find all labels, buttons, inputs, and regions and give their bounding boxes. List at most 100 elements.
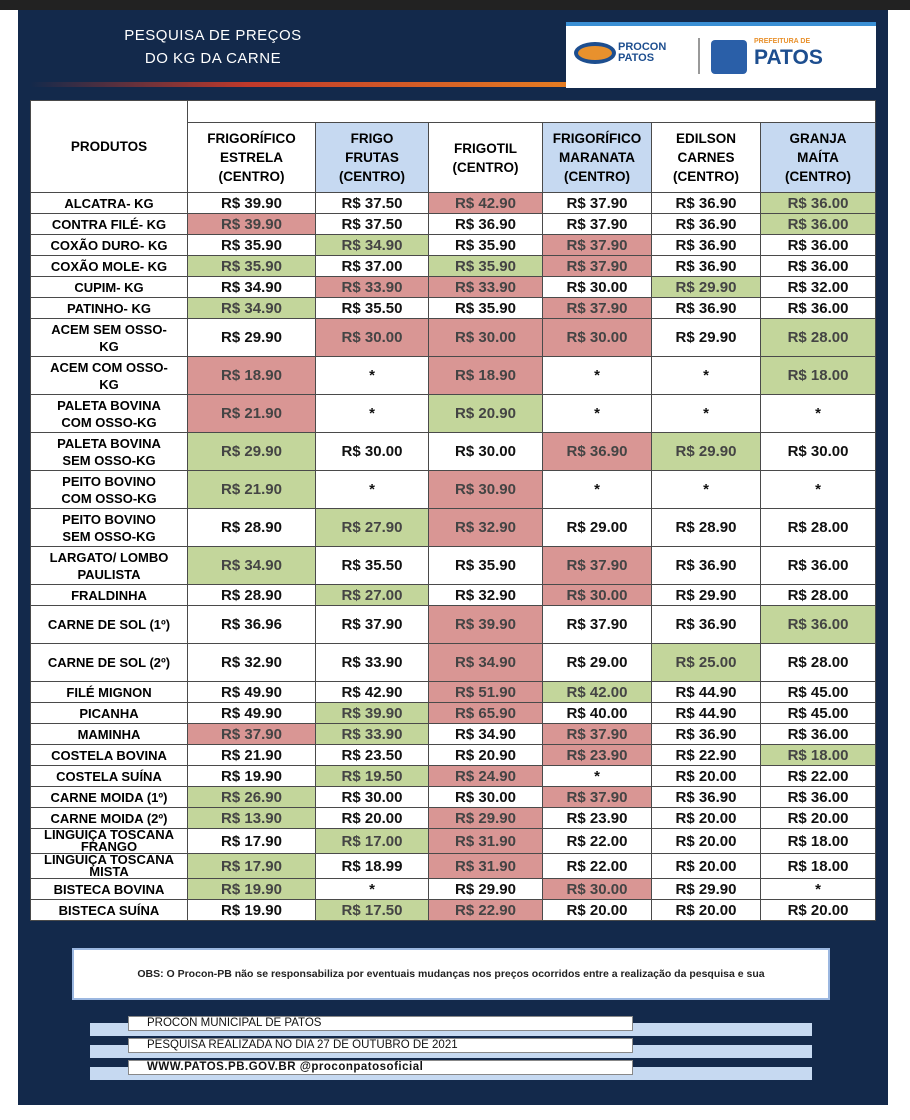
price: R$ 29.90: [651, 432, 761, 471]
price: *: [759, 878, 877, 900]
price: R$ 30.00: [542, 584, 652, 606]
price: R$ 36.90: [651, 255, 761, 277]
price: R$ 28.00: [759, 318, 877, 357]
price: R$ 29.90: [651, 276, 761, 298]
price: R$ 21.90: [187, 394, 316, 433]
price: R$ 44.90: [651, 681, 761, 703]
product: FILÉ MIGNON: [30, 681, 188, 703]
price: R$ 37.00: [315, 255, 429, 277]
price: R$ 19.90: [187, 899, 316, 921]
price: *: [542, 356, 652, 395]
product: COXÃO DURO- KG: [30, 234, 188, 256]
price: R$ 27.00: [315, 584, 429, 606]
price: R$ 23.90: [542, 807, 652, 829]
footer-line: PROCON MUNICIPAL DE PATOS: [128, 1016, 633, 1031]
table-row: MAMINHA R$ 37.90 R$ 33.90 R$ 34.90 R$ 37.90 R…: [30, 723, 877, 745]
price: R$ 37.90: [542, 546, 652, 585]
price: R$ 33.90: [315, 723, 429, 745]
price: *: [651, 356, 761, 395]
price: R$ 29.90: [428, 878, 543, 900]
table-row: ACEM SEM OSSO- KG R$ 29.90 R$ 30.00 R$ 30.0…: [30, 318, 877, 357]
product: PALETA BOVINA SEM OSSO-KG: [30, 432, 188, 471]
header-row: PRODUTOS: [30, 100, 877, 193]
price: R$ 34.90: [187, 297, 316, 319]
price: R$ 20.00: [651, 765, 761, 787]
table-row: COXÃO MOLE- KG R$ 35.90 R$ 37.00 R$ 35.90 R$…: [30, 255, 877, 277]
header-spacer: [186, 100, 877, 123]
product: CONTRA FILÉ- KG: [30, 213, 188, 235]
patos-logo: PATOS: [754, 46, 823, 69]
price: R$ 33.90: [428, 276, 543, 298]
price: R$ 20.00: [315, 807, 429, 829]
price: R$ 37.90: [542, 605, 652, 644]
table-row: FILÉ MIGNON R$ 49.90 R$ 42.90 R$ 51.90 R$ 42…: [30, 681, 877, 703]
price: R$ 37.90: [542, 213, 652, 235]
price: R$ 30.90: [428, 470, 543, 509]
price: R$ 32.00: [759, 276, 877, 298]
product: PEITO BOVINO SEM OSSO-KG: [30, 508, 188, 547]
price: R$ 34.90: [428, 723, 543, 745]
title: PESQUISA DE PREÇOS DO KG DA CARNE: [124, 27, 302, 67]
price: R$ 30.00: [542, 318, 652, 357]
product: LARGATO/ LOMBO PAULISTA: [30, 546, 188, 585]
price: R$ 65.90: [428, 702, 543, 724]
price: R$ 28.90: [187, 584, 316, 606]
product: CARNE MOIDA (1º): [30, 786, 188, 808]
price: R$ 20.90: [428, 394, 543, 433]
price: R$ 31.90: [428, 853, 543, 879]
price: *: [315, 470, 429, 509]
price: R$ 28.00: [759, 643, 877, 682]
column-header: FRIGORÍFICO ESTRELA (CENTRO): [187, 122, 316, 193]
price: R$ 29.90: [651, 584, 761, 606]
table-row: PALETA BOVINA COM OSSO-KG R$ 21.90 * R$ 20.…: [30, 394, 877, 433]
price: R$ 36.90: [542, 432, 652, 471]
price: R$ 36.96: [187, 605, 316, 644]
product: ACEM SEM OSSO- KG: [30, 318, 188, 357]
product: MAMINHA: [30, 723, 188, 745]
price: R$ 30.00: [759, 432, 877, 471]
price: R$ 36.90: [651, 723, 761, 745]
price: R$ 27.90: [315, 508, 429, 547]
table-row: ALCATRA- KG R$ 39.90 R$ 37.50 R$ 42.90 R$ 37…: [30, 192, 877, 214]
price: R$ 37.90: [542, 255, 652, 277]
column-header: FRIGO FRUTAS (CENTRO): [315, 122, 429, 193]
note: OBS: O Procon-PB não se responsabiliza p…: [72, 948, 830, 1000]
product: COSTELA SUÍNA: [30, 765, 188, 787]
price: R$ 40.00: [542, 702, 652, 724]
price: R$ 36.00: [759, 192, 877, 214]
price: *: [759, 470, 877, 509]
price: R$ 17.50: [315, 899, 429, 921]
price: R$ 31.90: [428, 828, 543, 854]
price: R$ 35.50: [315, 297, 429, 319]
table-row: PEITO BOVINO COM OSSO-KG R$ 21.90 * R$ 30.9…: [30, 470, 877, 509]
price: R$ 33.90: [315, 276, 429, 298]
price: R$ 30.00: [542, 276, 652, 298]
price: R$ 36.00: [759, 213, 877, 235]
price: R$ 30.00: [428, 786, 543, 808]
price: R$ 42.90: [315, 681, 429, 703]
logo-box: PROCON PATOS PREFEITURA DE PATOS: [566, 22, 876, 88]
price: R$ 39.90: [187, 192, 316, 214]
stripe: [30, 82, 575, 87]
price: R$ 34.90: [187, 546, 316, 585]
price: R$ 28.90: [187, 508, 316, 547]
price: R$ 36.90: [651, 234, 761, 256]
price: R$ 23.50: [315, 744, 429, 766]
column-header: FRIGORÍFICO MARANATA (CENTRO): [542, 122, 652, 193]
price: R$ 37.50: [315, 192, 429, 214]
price: R$ 30.00: [428, 318, 543, 357]
price: *: [759, 394, 877, 433]
column-header: EDILSON CARNES (CENTRO): [651, 122, 761, 193]
table-row: COSTELA SUÍNA R$ 19.90 R$ 19.50 R$ 24.90 * R$…: [30, 765, 877, 787]
price: R$ 18.00: [759, 828, 877, 854]
price: R$ 37.90: [542, 723, 652, 745]
product: FRALDINHA: [30, 584, 188, 606]
price: *: [315, 394, 429, 433]
crest: [711, 40, 747, 74]
price: R$ 29.00: [542, 643, 652, 682]
price: R$ 34.90: [315, 234, 429, 256]
price: R$ 18.99: [315, 853, 429, 879]
price: R$ 35.90: [428, 297, 543, 319]
price: R$ 30.00: [315, 318, 429, 357]
